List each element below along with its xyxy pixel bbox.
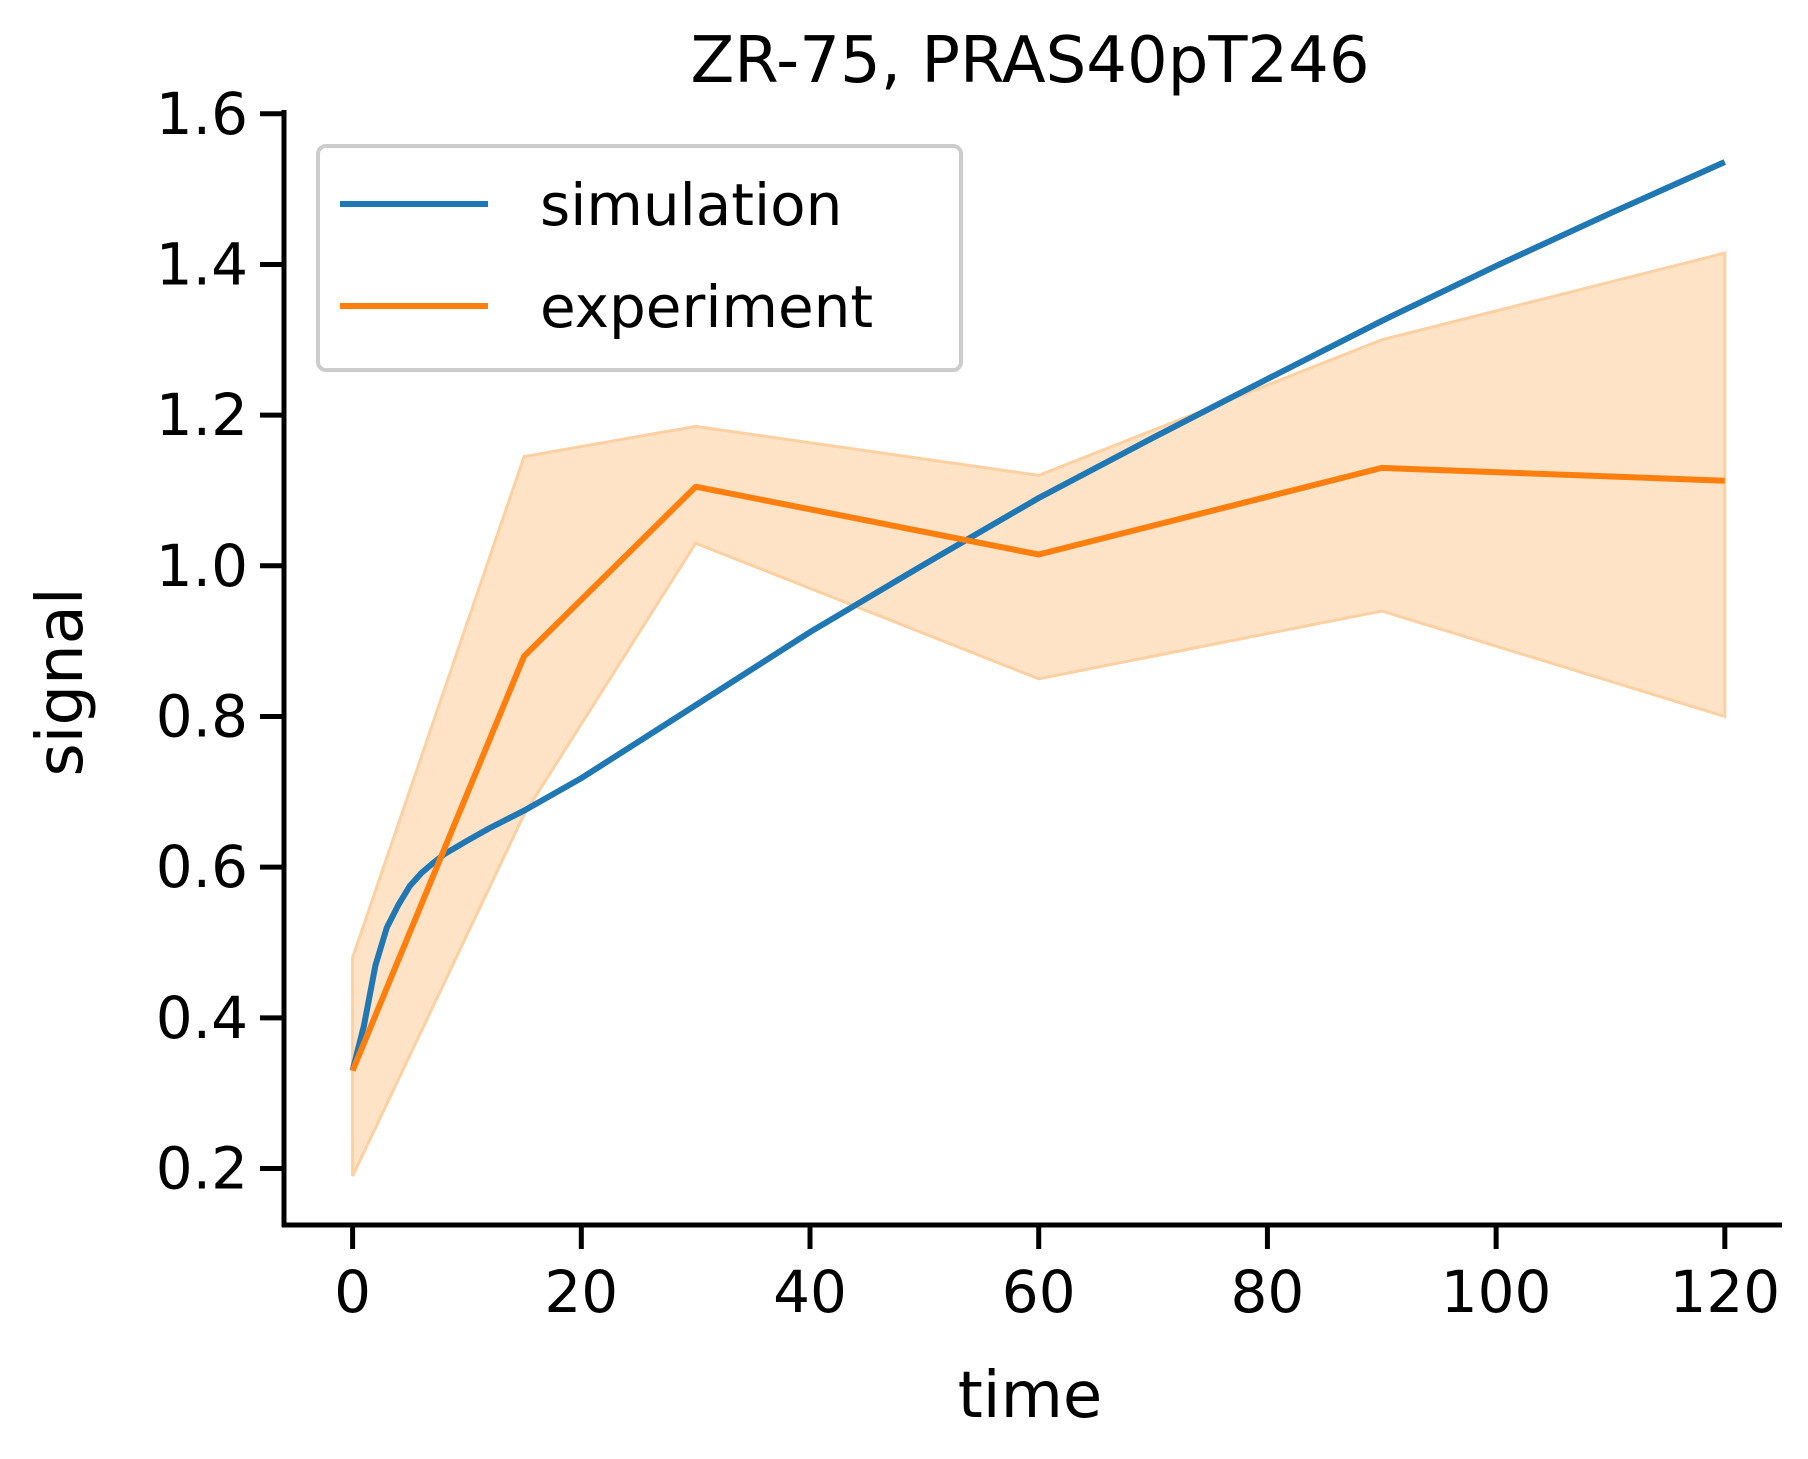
y-tick-label: 1.2 [156, 381, 248, 449]
x-tick-label: 100 [1441, 1258, 1552, 1326]
x-axis-title: time [958, 1359, 1103, 1433]
y-tick-label: 0.2 [156, 1134, 248, 1202]
confidence-band-layer [351, 251, 1727, 1177]
x-tick-label: 20 [544, 1258, 618, 1326]
legend-label-simulation: simulation [540, 171, 842, 239]
x-tick-label: 40 [773, 1258, 847, 1326]
x-tick-label: 120 [1669, 1258, 1780, 1326]
y-tick-label: 0.6 [156, 833, 248, 901]
y-axis-title: signal [24, 587, 98, 776]
x-tick-label: 60 [1002, 1258, 1076, 1326]
chart-title: ZR-75, PRAS40pT246 [690, 24, 1369, 98]
experiment-error-band [351, 251, 1727, 1177]
x-tick-label: 0 [334, 1258, 371, 1326]
legend: simulation experiment [316, 144, 963, 372]
x-tick-label: 80 [1231, 1258, 1305, 1326]
axes-layer [281, 110, 1782, 1228]
series-lines-layer [349, 159, 1727, 1072]
y-tick-label: 0.4 [156, 984, 248, 1052]
y-tick-label: 1.4 [156, 230, 248, 298]
y-tick-label: 0.8 [156, 682, 248, 750]
y-tick-label: 1.6 [156, 80, 248, 148]
legend-label-experiment: experiment [540, 273, 873, 341]
simulation-line [349, 159, 1727, 1072]
y-tick-label: 1.0 [156, 532, 248, 600]
experiment-line [349, 464, 1725, 1072]
ticks-layer: 0 20 40 60 80 100 120 0.2 0.4 0.6 0.8 1.0 1.2 1.4 1.6 [156, 80, 1780, 1326]
